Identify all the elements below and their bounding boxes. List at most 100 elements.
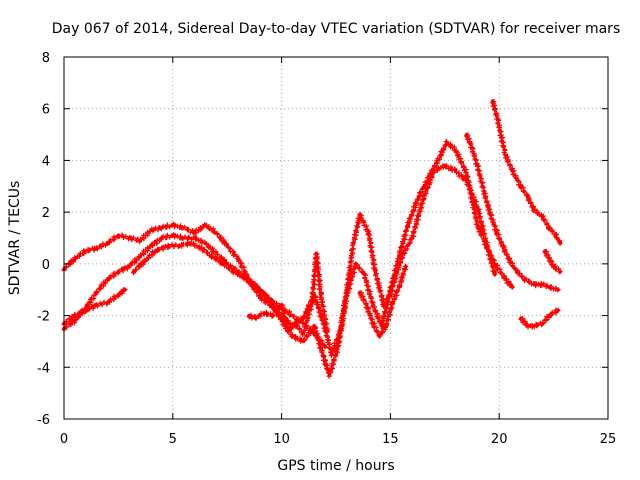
data-point — [558, 269, 562, 274]
data-point — [547, 313, 551, 318]
data-point — [362, 272, 367, 277]
data-point — [421, 197, 425, 201]
data-point — [554, 233, 558, 238]
data-point — [192, 231, 197, 235]
data-point — [149, 244, 153, 248]
data-point — [540, 215, 545, 220]
data-point — [203, 223, 208, 227]
data-point — [203, 241, 208, 245]
x-tick-label: 10 — [273, 432, 290, 447]
data-point — [323, 344, 327, 349]
data-point — [493, 262, 497, 266]
data-point — [532, 324, 536, 328]
data-point — [358, 290, 362, 295]
data-point — [503, 277, 508, 282]
data-point — [558, 241, 562, 245]
data-point — [547, 225, 551, 230]
data-point — [510, 169, 515, 173]
data-point — [519, 184, 523, 189]
data-point — [325, 329, 330, 333]
x-tick-label: 25 — [600, 432, 617, 447]
data-point — [532, 282, 536, 287]
data-point — [499, 135, 504, 139]
data-point — [312, 331, 317, 336]
data-point — [551, 264, 556, 269]
y-tick-label: -6 — [37, 413, 50, 428]
data-point — [279, 303, 284, 308]
data-point — [192, 236, 197, 240]
data-point — [525, 194, 530, 199]
chart-title: Day 067 of 2014, Sidereal Day-to-day VTE… — [52, 21, 620, 37]
data-point — [153, 249, 158, 253]
data-point — [105, 241, 110, 245]
data-point — [210, 254, 214, 258]
data-point — [73, 313, 77, 318]
data-point — [508, 259, 512, 264]
data-point — [543, 249, 547, 253]
data-point — [236, 256, 240, 261]
data-point — [177, 244, 182, 248]
data-point — [94, 246, 99, 251]
data-point — [171, 233, 175, 238]
x-tick-label: 5 — [169, 432, 177, 447]
x-tick-label: 20 — [491, 432, 508, 447]
series-track-h — [490, 99, 563, 246]
y-axis-label: SDTVAR / TECUs — [7, 181, 23, 296]
series-track-f — [357, 263, 409, 339]
data-point — [301, 339, 306, 344]
data-point — [345, 293, 349, 297]
data-point — [482, 189, 486, 194]
data-point — [329, 352, 334, 357]
x-tick-label: 0 — [60, 432, 68, 447]
data-point — [253, 285, 258, 289]
series-track-g — [464, 132, 561, 293]
data-point — [519, 316, 523, 321]
series-track-i — [518, 307, 561, 330]
data-point — [475, 223, 480, 227]
data-point — [514, 269, 519, 274]
plot-frame — [63, 56, 609, 420]
data-point — [160, 236, 164, 240]
data-point — [482, 238, 486, 243]
data-point — [371, 321, 375, 326]
x-tick-label: 15 — [382, 432, 399, 447]
data-point — [510, 285, 515, 289]
data-point — [388, 287, 393, 292]
data-point — [556, 308, 560, 313]
data-point — [221, 262, 225, 266]
data-point — [501, 246, 506, 251]
data-point — [475, 163, 480, 168]
data-point — [181, 225, 186, 230]
series-track-e — [246, 251, 331, 338]
data-point — [123, 287, 127, 292]
data-point — [142, 259, 147, 264]
axis-ticks: 0 5 10 15 20 25 -6 -4 -2 0 2 4 6 8 — [37, 51, 616, 447]
data-point — [384, 324, 388, 328]
data-point — [366, 231, 371, 235]
data-point — [258, 295, 262, 300]
data-point — [292, 321, 297, 326]
data-point — [131, 269, 136, 274]
data-point — [84, 308, 88, 313]
y-tick-label: 0 — [42, 258, 50, 273]
data-point — [523, 277, 528, 282]
data-point — [94, 290, 99, 295]
data-point — [556, 287, 560, 292]
y-tick-label: -2 — [37, 310, 50, 325]
data-point — [532, 207, 536, 212]
data-point — [475, 205, 480, 209]
data-point — [495, 114, 499, 119]
data-point — [377, 334, 382, 339]
data-point — [312, 324, 317, 328]
data-point — [314, 251, 319, 256]
data-point — [495, 231, 499, 235]
data-point — [351, 241, 356, 245]
data-point — [453, 169, 458, 173]
data-point — [225, 244, 229, 248]
data-point — [416, 194, 421, 199]
data-point — [301, 331, 306, 336]
data-point — [327, 373, 332, 377]
data-point — [445, 140, 449, 145]
data-point — [290, 313, 295, 318]
data-point — [471, 202, 475, 207]
